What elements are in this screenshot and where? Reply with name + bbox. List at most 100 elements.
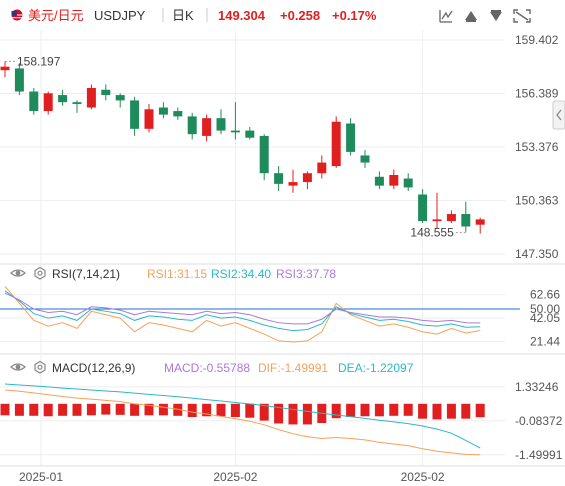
candle-body (331, 121, 341, 167)
candle-body (72, 102, 82, 104)
rsi-header: RSI(7,14,21) RSI1:31.15 RSI2:34.40 RSI3:… (10, 266, 336, 281)
candle (446, 210, 456, 223)
candle-body (14, 68, 24, 92)
price-tick-label: 150.363 (515, 194, 559, 208)
settings-icon[interactable] (34, 266, 46, 280)
candle (374, 171, 384, 190)
macd-histogram-bar (202, 403, 212, 417)
macd-histogram-bar (58, 403, 68, 416)
rsi-line-rsi2 (4, 290, 481, 332)
candle-body (230, 130, 240, 133)
rsi2-value: RSI2:34.40 (211, 267, 271, 281)
macd-histogram-bar (475, 403, 485, 418)
macd-histogram-bar (288, 403, 298, 425)
rsi-tick-label: 50.00 (530, 302, 560, 316)
price-change-percent: +0.17% (332, 8, 377, 23)
candle (461, 201, 471, 232)
draw-down-icon[interactable] (490, 10, 502, 21)
candle-body (158, 107, 168, 115)
macd-header: MACD(12,26,9) MACD:-0.55788 DIF:-1.49991… (10, 360, 414, 375)
rsi-tick-label: 62.66 (530, 288, 560, 302)
indicator-icon[interactable] (439, 10, 453, 23)
macd-axis: 1.33246 -0.08372 -1.49991 (515, 380, 563, 462)
price-axis: 159.402 156.389 153.376 150.363 147.350 (515, 33, 559, 261)
side-panel-toggle[interactable] (552, 100, 565, 130)
candle-body (115, 95, 125, 101)
eye-icon[interactable] (10, 269, 26, 277)
candle (389, 169, 399, 190)
candle-body (216, 118, 226, 131)
date-tick-label: 2025-01 (19, 470, 63, 484)
candle-body (173, 111, 183, 117)
candle (187, 112, 197, 140)
candle-body (360, 155, 370, 163)
candle-body (245, 130, 255, 138)
eye-icon[interactable] (10, 363, 26, 371)
candle-body (130, 100, 140, 129)
macd-line-dea (4, 383, 481, 449)
dea-value: DEA:-1.22097 (338, 361, 414, 375)
macd-histogram-bar (115, 403, 125, 415)
candle-body (29, 91, 39, 112)
price-annotation: 148.555 (410, 226, 454, 240)
current-price: 149.304 (218, 8, 266, 23)
candle (216, 109, 226, 135)
macd-tick-label: -1.49991 (515, 448, 563, 462)
macd-histogram-bar (14, 403, 24, 416)
macd-histogram-bar (158, 403, 168, 416)
candle (115, 93, 125, 108)
rsi-line-rsi3 (4, 292, 481, 325)
candle-body (317, 162, 327, 174)
candle (475, 217, 485, 234)
macd-histogram-bar (187, 403, 197, 417)
macd-histogram-bar (302, 403, 312, 425)
rsi-plot (0, 285, 520, 343)
price-tick-label: 153.376 (515, 140, 559, 154)
candle (202, 114, 212, 142)
period-selector[interactable]: 日K (172, 8, 194, 23)
rsi3-value: RSI3:37.78 (276, 267, 336, 281)
candle (0, 61, 10, 78)
date-tick-label: 2025-02 (401, 470, 445, 484)
candle-body (403, 178, 413, 188)
candle (245, 127, 255, 140)
draw-up-icon[interactable] (465, 11, 477, 22)
candle-body (302, 173, 312, 183)
price-annotation: 158.197 (17, 54, 61, 68)
macd-histogram-bar (173, 403, 183, 416)
macd-histogram-bar (245, 403, 255, 418)
macd-tick-label: 1.33246 (515, 380, 559, 394)
candle (274, 166, 284, 191)
rsi-title: RSI(7,14,21) (52, 267, 120, 281)
dif-value: DIF:-1.49991 (258, 361, 328, 375)
candle-body (86, 87, 96, 108)
candle (158, 102, 168, 119)
price-grid (0, 39, 505, 255)
candle-body (0, 66, 10, 71)
candle-body (202, 118, 212, 136)
candle (58, 89, 68, 106)
candle (43, 91, 53, 115)
fullscreen-icon[interactable] (513, 9, 531, 23)
macd-histogram-bar (101, 403, 111, 415)
candle-body (446, 214, 456, 222)
candle (288, 169, 298, 193)
candle-body (144, 109, 154, 129)
price-annotations: 158.197 148.555 (5, 54, 466, 240)
macd-histogram-bar (259, 403, 269, 421)
candle (101, 84, 111, 101)
chevron-left-icon (556, 109, 562, 121)
candle (230, 102, 240, 140)
candle-body (461, 214, 471, 227)
candle-body (43, 93, 53, 112)
rsi-line-rsi1 (4, 285, 481, 343)
candle (14, 63, 24, 96)
symbol: USDJPY (94, 8, 146, 23)
macd-title: MACD(12,26,9) (52, 361, 135, 375)
pair-name: 美元/日元 (28, 8, 84, 23)
settings-icon[interactable] (34, 360, 46, 374)
candle (432, 192, 442, 229)
candle (144, 103, 154, 133)
macd-histogram-bar (144, 403, 154, 416)
